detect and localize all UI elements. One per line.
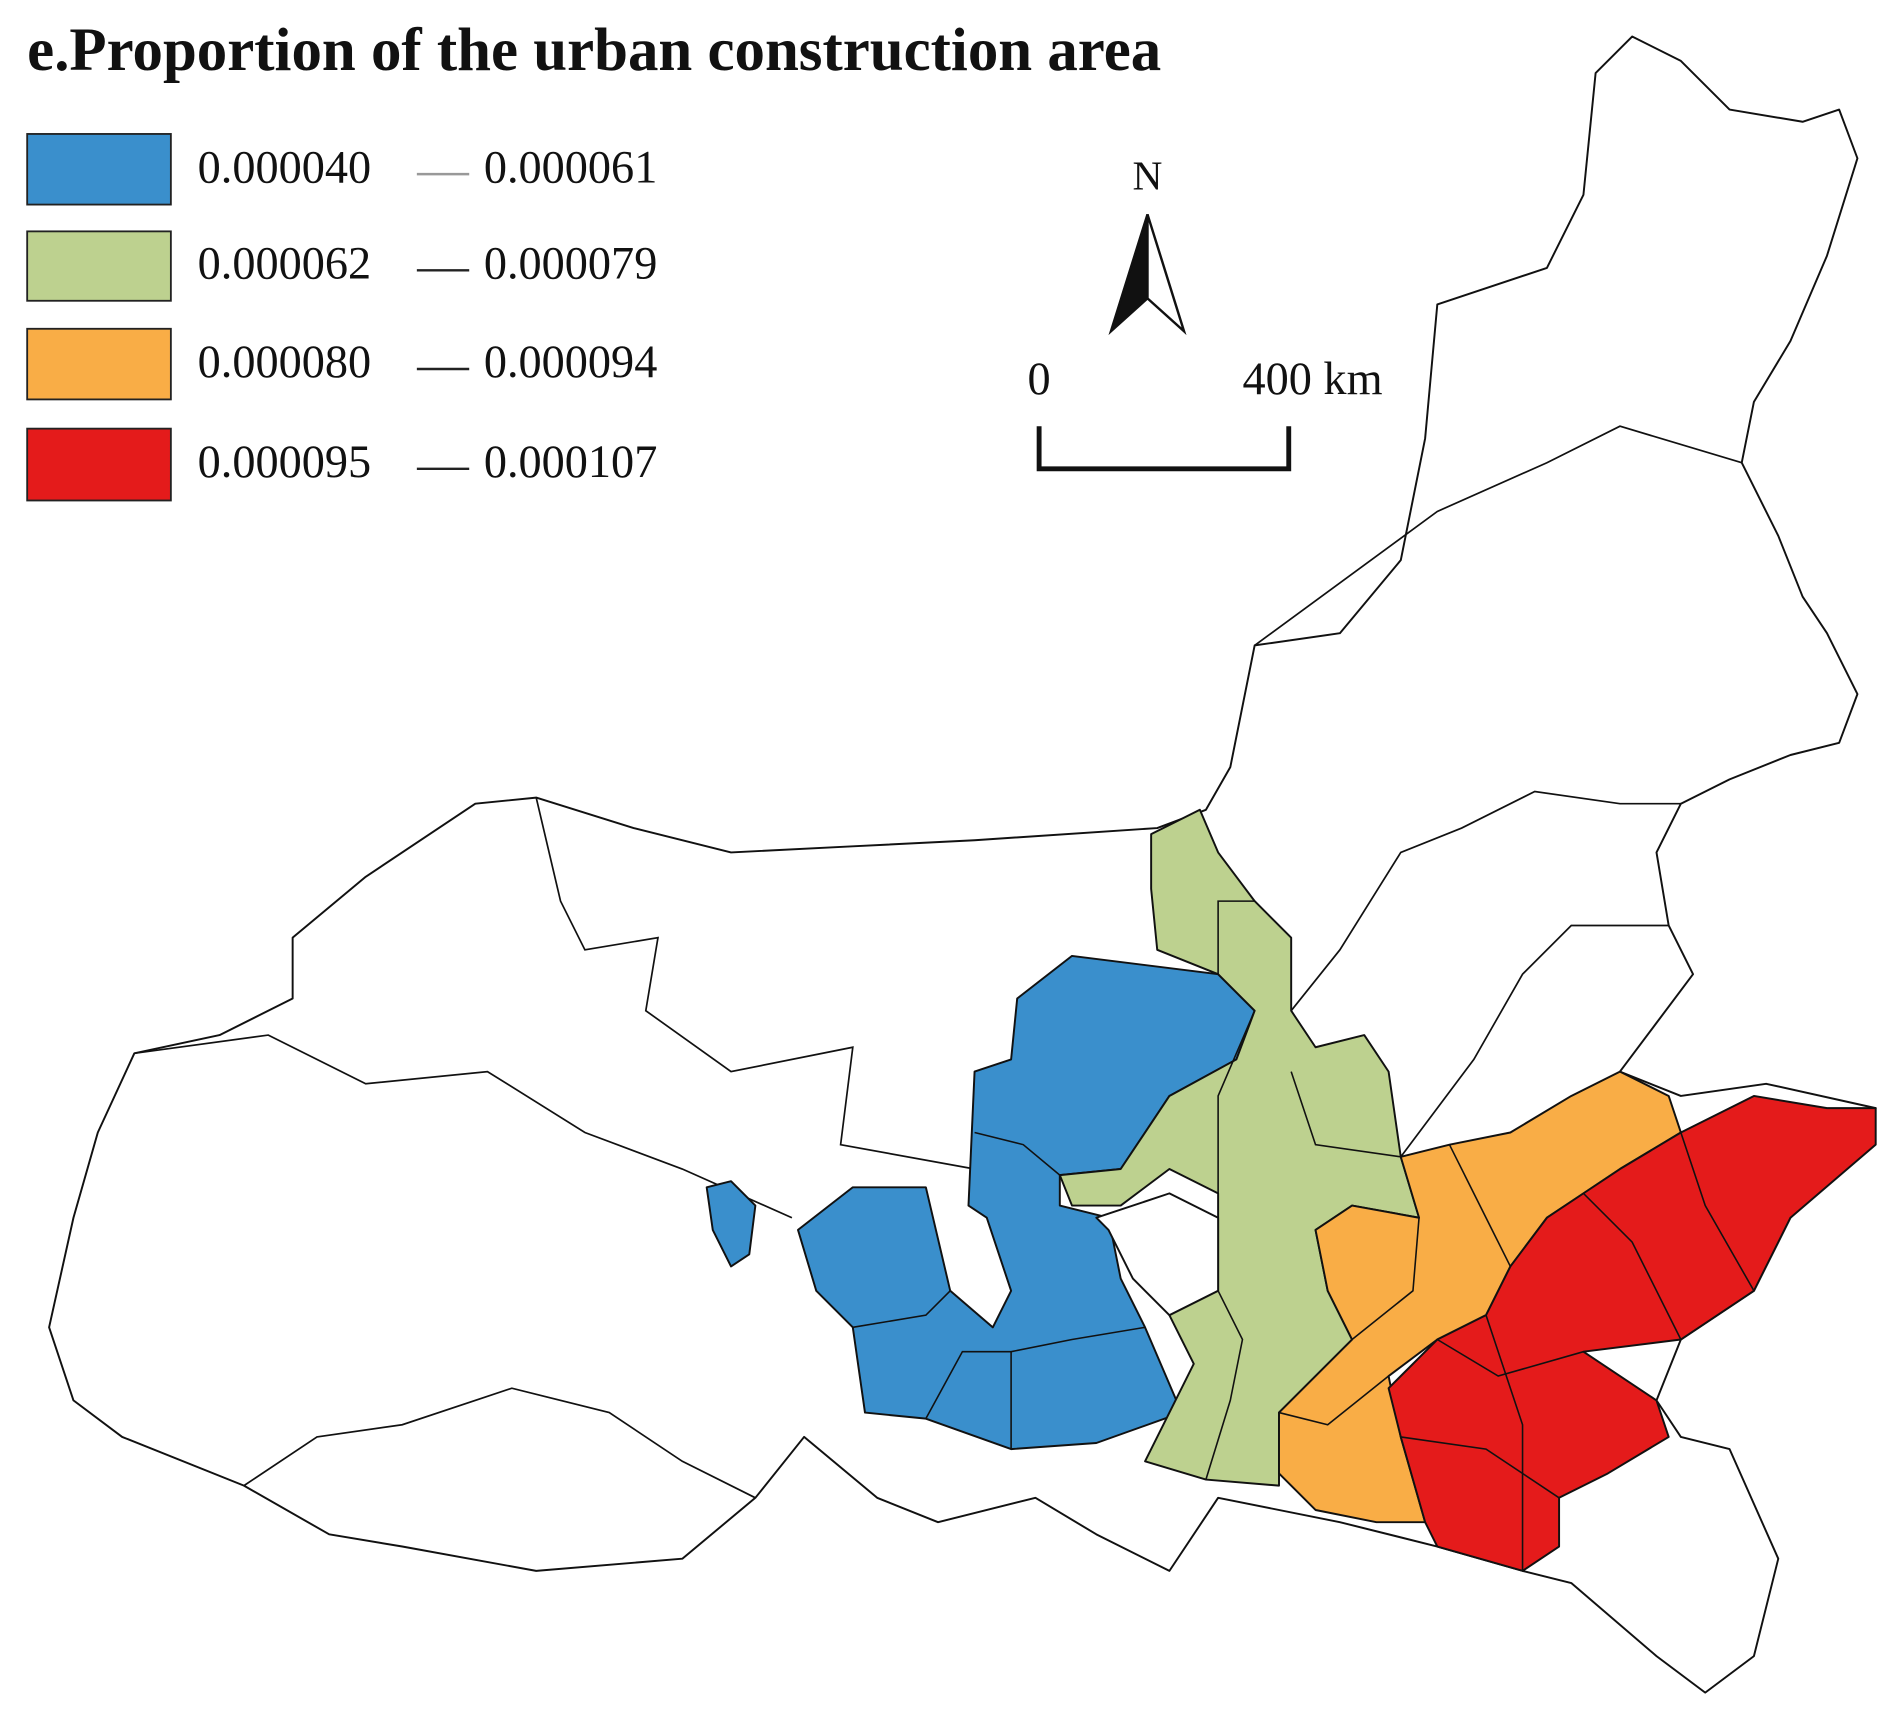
internal-boundaries (852, 900, 1755, 1571)
legend-to: 0.000061 (484, 142, 658, 193)
legend-swatch (26, 427, 172, 502)
legend-from: 0.000040 (198, 142, 372, 193)
scale-line (1036, 426, 1292, 472)
legend-swatch (26, 230, 172, 302)
boundary (1205, 1290, 1244, 1480)
boundary (243, 1387, 756, 1499)
boundary (1582, 1192, 1682, 1340)
legend-from: 0.000062 (198, 239, 372, 290)
boundary (1351, 1217, 1420, 1341)
boundary (974, 1131, 1061, 1176)
legend-from: 0.000080 (198, 337, 372, 388)
legend-swatch (26, 327, 172, 401)
boundary (1290, 1071, 1401, 1158)
boundary (1278, 1375, 1390, 1426)
legend: 0.000040 0.000061 0.000062 0.000079 0.00… (26, 133, 658, 502)
scale-bar: 0 400 km (1028, 354, 1383, 472)
boundary (1217, 900, 1255, 975)
boundary (1400, 1436, 1560, 1499)
arrow-right (1146, 213, 1187, 336)
boundary (1254, 425, 1742, 647)
region (1387, 1094, 1877, 1572)
boundary (1448, 1144, 1512, 1267)
region-hole (1095, 1192, 1220, 1317)
legend-to: 0.000094 (484, 337, 658, 388)
legend-to: 0.000079 (484, 239, 658, 290)
arrow-left (1108, 213, 1149, 336)
north-arrow: N (1108, 153, 1187, 336)
boundary (134, 1034, 793, 1219)
boundary (1436, 1338, 1584, 1377)
map-title: e.Proportion of the urban construction a… (27, 17, 1161, 84)
boundary (1290, 790, 1681, 1012)
regions (48, 35, 1877, 1694)
legend-from: 0.000095 (198, 437, 372, 488)
legend-swatch (26, 133, 172, 206)
north-label: N (1133, 153, 1163, 199)
boundary (1400, 924, 1669, 1158)
legend-to: 0.000107 (484, 437, 658, 488)
region (705, 1180, 757, 1268)
boundary (535, 797, 975, 1170)
boundary (1680, 1132, 1755, 1292)
scale-end: 400 km (1242, 354, 1382, 405)
boundary (1485, 1314, 1524, 1571)
boundary (1217, 1010, 1256, 1194)
scale-start: 0 (1028, 354, 1051, 405)
boundary (852, 1290, 951, 1329)
